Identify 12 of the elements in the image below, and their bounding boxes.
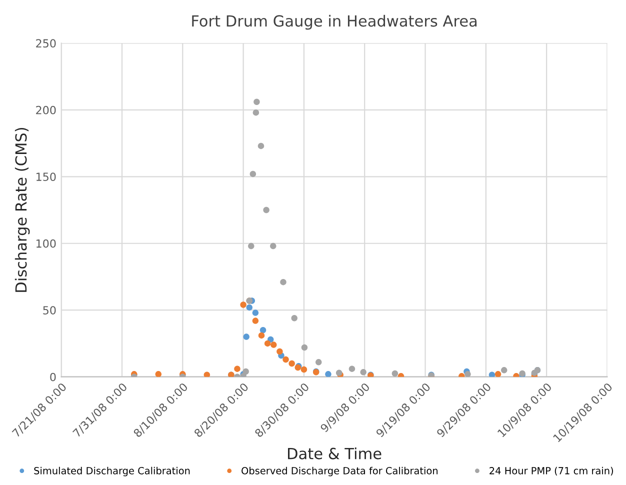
y-tick-label: 50 [43,306,56,314]
legend-label: Simulated Discharge Calibration [34,466,190,476]
y-axis-title: Discharge Rate (CMS) [14,128,30,292]
legend-label: 24 Hour PMP (71 cm rain) [490,466,613,476]
x-axis-title: Date & Time [288,448,382,460]
y-tick-label: 0 [50,372,56,382]
legend-label: Observed Discharge Data for Calibration [242,466,438,476]
y-tick-label: 200 [36,106,56,114]
y-tick-label: 100 [36,239,56,248]
chart-title: Fort Drum Gauge in Headwaters Area [192,14,477,30]
y-tick-label: 150 [36,172,56,182]
y-tick-label: 250 [36,39,56,48]
